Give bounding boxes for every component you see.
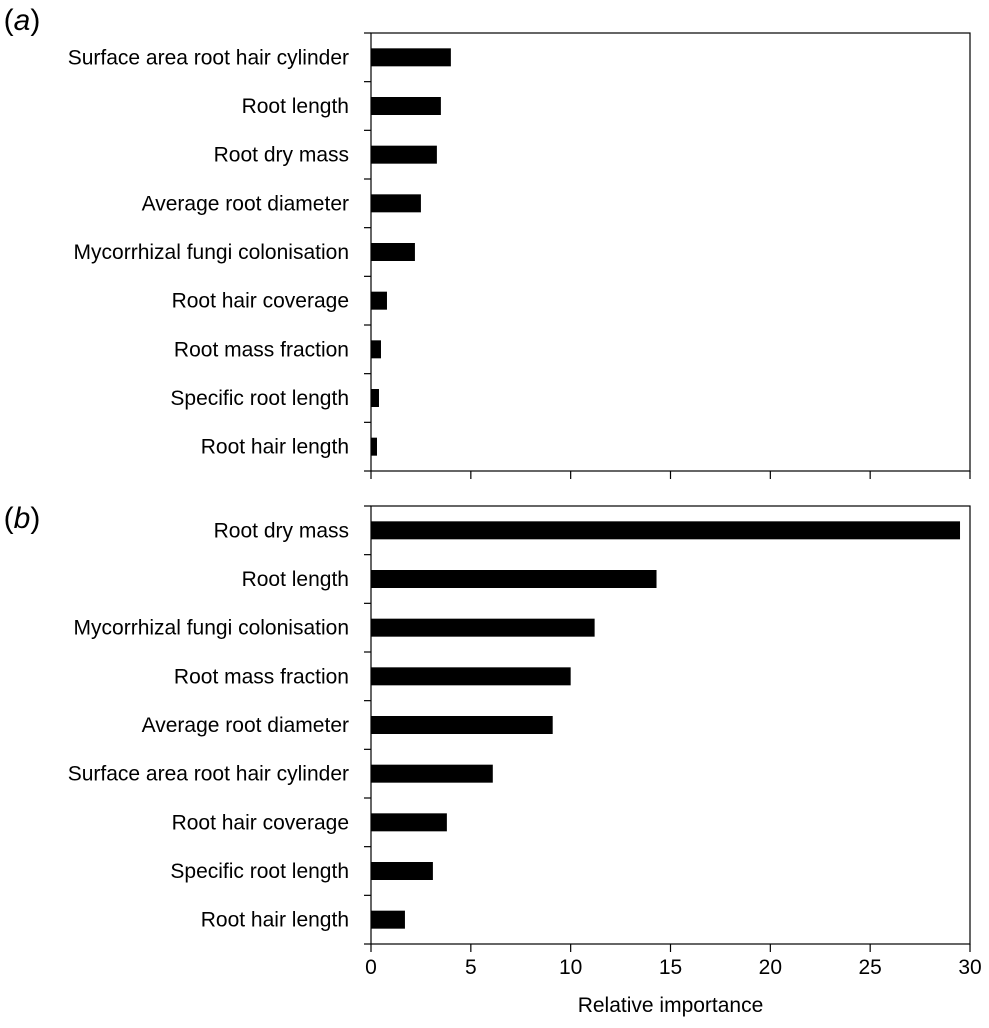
category-label: Root length <box>242 95 349 118</box>
chart-panel-b: 0 5 10 15 20 25 30 Root dry mass Root length Myco… <box>68 505 982 1017</box>
category-label: Surface area root hair cylinder <box>68 763 349 786</box>
category-label: Mycorrhizal fungi colonisation <box>74 241 349 264</box>
category-label: Root hair length <box>201 436 349 459</box>
category-label: Root hair coverage <box>172 290 349 313</box>
bar <box>371 437 377 456</box>
bar <box>371 48 451 67</box>
category-label: Root hair length <box>201 909 349 932</box>
panel-letter-a: (a) <box>4 4 41 37</box>
bar <box>371 764 493 783</box>
bar <box>371 340 381 359</box>
bar <box>371 97 441 115</box>
category-label: Surface area root hair cylinder <box>68 46 349 69</box>
category-label: Average root diameter <box>142 714 349 737</box>
bar <box>371 243 415 261</box>
bar <box>371 389 379 407</box>
category-label: Root mass fraction <box>174 665 349 688</box>
x-axis-title: Relative importance <box>578 994 764 1017</box>
category-label: Root hair coverage <box>172 811 349 834</box>
panel-letter-b: (b) <box>4 502 41 535</box>
bar <box>371 667 571 686</box>
category-label: Average root diameter <box>142 192 349 215</box>
bar <box>371 145 437 164</box>
x-tick-label: 30 <box>958 956 981 979</box>
category-label: Specific root length <box>170 387 349 410</box>
bar <box>371 813 447 832</box>
x-tick-label: 20 <box>759 956 782 979</box>
category-label: Mycorrhizal fungi colonisation <box>74 617 349 640</box>
category-label: Specific root length <box>170 860 349 883</box>
bar <box>371 862 433 880</box>
x-tick-label: 0 <box>365 956 377 979</box>
bar <box>371 291 387 310</box>
category-label: Root dry mass <box>214 519 349 542</box>
bar <box>371 618 595 637</box>
chart-panel-a: Surface area root hair cylinder Root leng… <box>68 32 971 479</box>
bar <box>371 716 553 734</box>
category-label: Root dry mass <box>214 144 349 167</box>
bar <box>371 570 657 588</box>
x-tick-label: 5 <box>465 956 477 979</box>
bar <box>371 910 405 929</box>
category-label: Root length <box>242 568 349 591</box>
x-tick-label: 15 <box>659 956 682 979</box>
bar <box>371 194 421 213</box>
category-label: Root mass fraction <box>174 338 349 361</box>
bar <box>371 521 961 540</box>
x-tick-label: 10 <box>559 956 582 979</box>
plot-frame <box>370 32 971 472</box>
x-tick-label: 25 <box>858 956 881 979</box>
